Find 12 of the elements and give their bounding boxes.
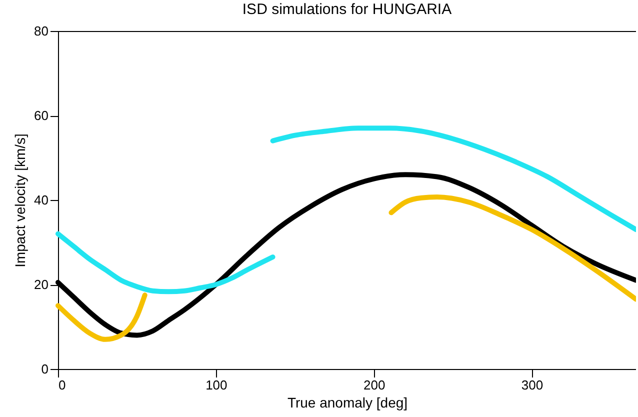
x-tick-label: 100 (206, 378, 228, 392)
x-axis-title: True anomaly [deg] (287, 394, 408, 410)
y-tick-label: 80 (34, 24, 48, 38)
chart-title: ISD simulations for HUNGARIA (242, 1, 452, 18)
x-tick-label: 200 (363, 378, 386, 392)
y-tick-label: 0 (41, 362, 48, 376)
x-tick-label: 0 (58, 378, 66, 392)
y-tick-label: 60 (34, 108, 48, 123)
x-tick-label: 300 (521, 378, 544, 392)
y-tick-label: 40 (34, 192, 48, 208)
y-axis-title: Impact velocity [km/s] (12, 134, 28, 268)
y-tick-label: 20 (34, 277, 48, 292)
